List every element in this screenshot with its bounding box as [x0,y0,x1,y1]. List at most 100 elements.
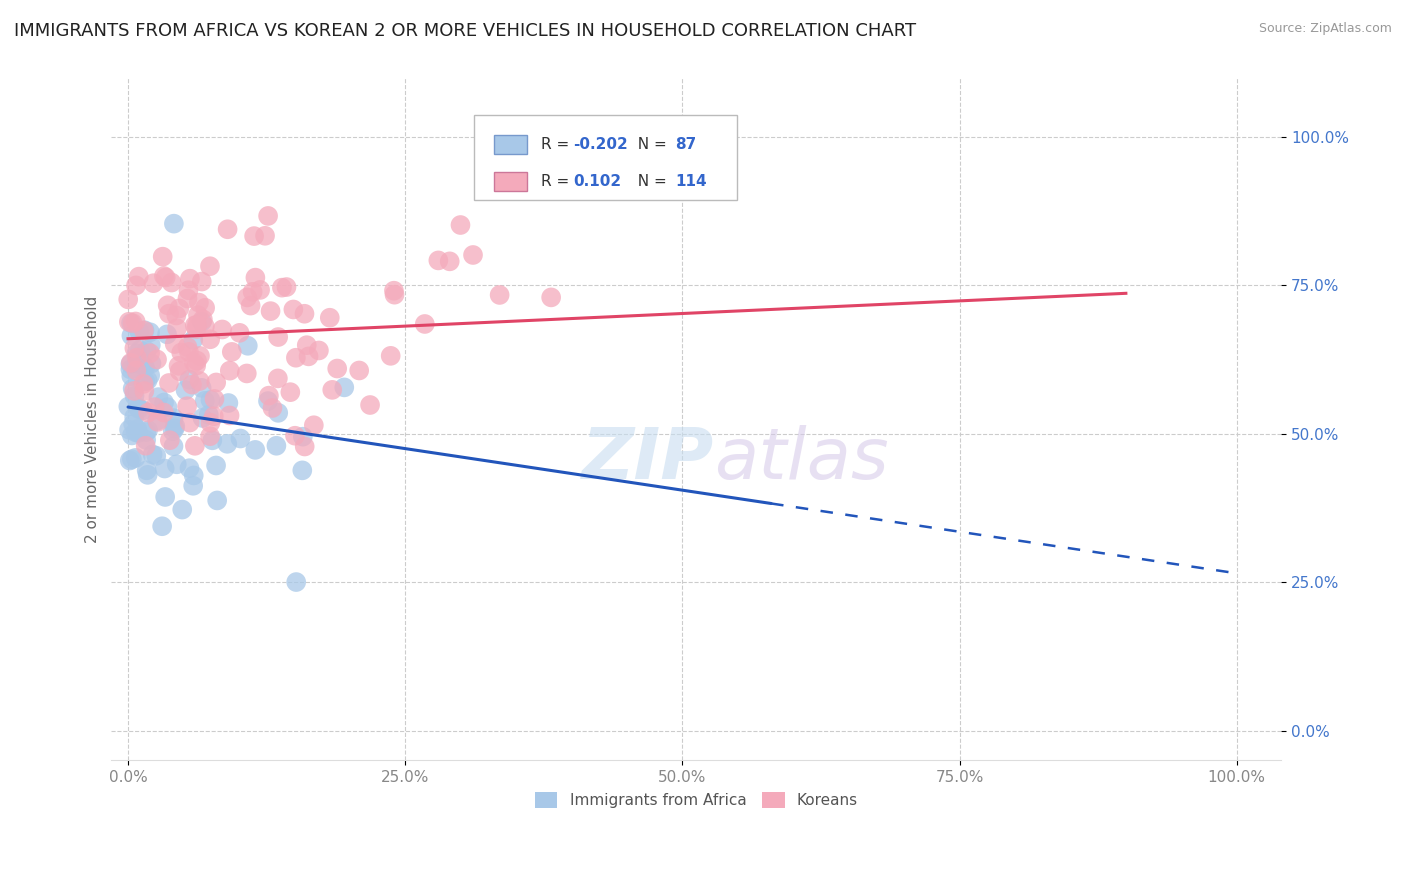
Point [128,402,150,417]
Point [188,374,211,388]
Point [159,434,181,448]
Point [302,418,325,433]
Text: N =: N = [628,136,672,152]
Point [380,349,402,363]
Point [157,307,180,321]
Point [217,396,239,410]
Point [249,283,271,297]
Point [128,269,150,284]
Point [143,400,166,414]
Point [382,284,405,298]
Point [183,468,205,483]
Point [259,304,281,318]
Point [156,327,179,342]
Point [167,359,190,373]
Point [450,218,472,232]
Point [128,324,150,338]
Point [165,419,187,434]
Point [205,458,228,473]
Point [217,222,239,236]
Point [132,376,155,391]
Point [179,461,201,475]
Text: 87: 87 [675,136,696,152]
FancyBboxPatch shape [474,115,737,201]
Point [200,392,222,407]
Point [257,394,280,409]
Point [117,293,139,307]
Point [488,288,510,302]
Point [132,403,155,417]
Point [148,390,170,404]
Point [188,349,211,363]
Point [153,395,176,409]
Point [122,417,145,431]
Point [267,330,290,344]
Point [194,393,217,408]
Point [229,432,252,446]
Point [194,301,217,315]
Point [125,356,148,370]
Point [191,312,214,326]
Point [118,453,141,467]
Point [117,400,139,414]
Point [172,502,194,516]
Point [319,310,342,325]
Point [127,425,149,440]
Point [139,368,162,383]
Point [254,228,277,243]
Point [239,299,262,313]
Point [194,319,217,334]
Point [120,369,142,384]
Point [124,341,146,355]
Point [139,346,162,360]
Point [136,467,159,482]
Point [257,209,280,223]
Point [267,371,290,385]
Text: R =: R = [541,136,574,152]
Point [169,301,191,316]
Point [160,276,183,290]
Point [184,439,207,453]
Point [257,389,280,403]
Point [211,322,233,336]
Point [139,338,162,352]
Point [198,408,221,422]
Point [200,416,222,430]
Point [267,406,290,420]
Text: N =: N = [628,174,672,189]
Point [266,439,288,453]
Point [439,254,461,268]
Point [413,317,436,331]
Point [291,463,314,477]
Point [125,351,148,365]
Point [118,423,141,437]
Point [245,442,267,457]
Point [326,361,349,376]
Point [204,392,226,406]
Point [150,519,173,533]
Point [124,314,146,328]
Point [122,410,145,425]
Point [183,356,205,370]
Point [228,326,250,340]
Point [155,270,177,285]
Point [135,433,157,447]
Text: -0.202: -0.202 [574,136,628,152]
Text: Source: ZipAtlas.com: Source: ZipAtlas.com [1258,22,1392,36]
Text: 0.102: 0.102 [574,174,621,189]
Point [242,285,264,299]
Text: ZIP: ZIP [582,425,714,494]
Point [179,416,201,430]
Point [120,328,142,343]
Point [186,359,208,373]
Point [284,351,307,365]
Point [162,439,184,453]
Point [176,399,198,413]
Point [153,268,176,283]
Point [187,295,209,310]
Point [294,440,316,454]
Point [427,253,450,268]
Point [181,333,204,347]
Point [165,309,187,323]
Point [540,290,562,304]
